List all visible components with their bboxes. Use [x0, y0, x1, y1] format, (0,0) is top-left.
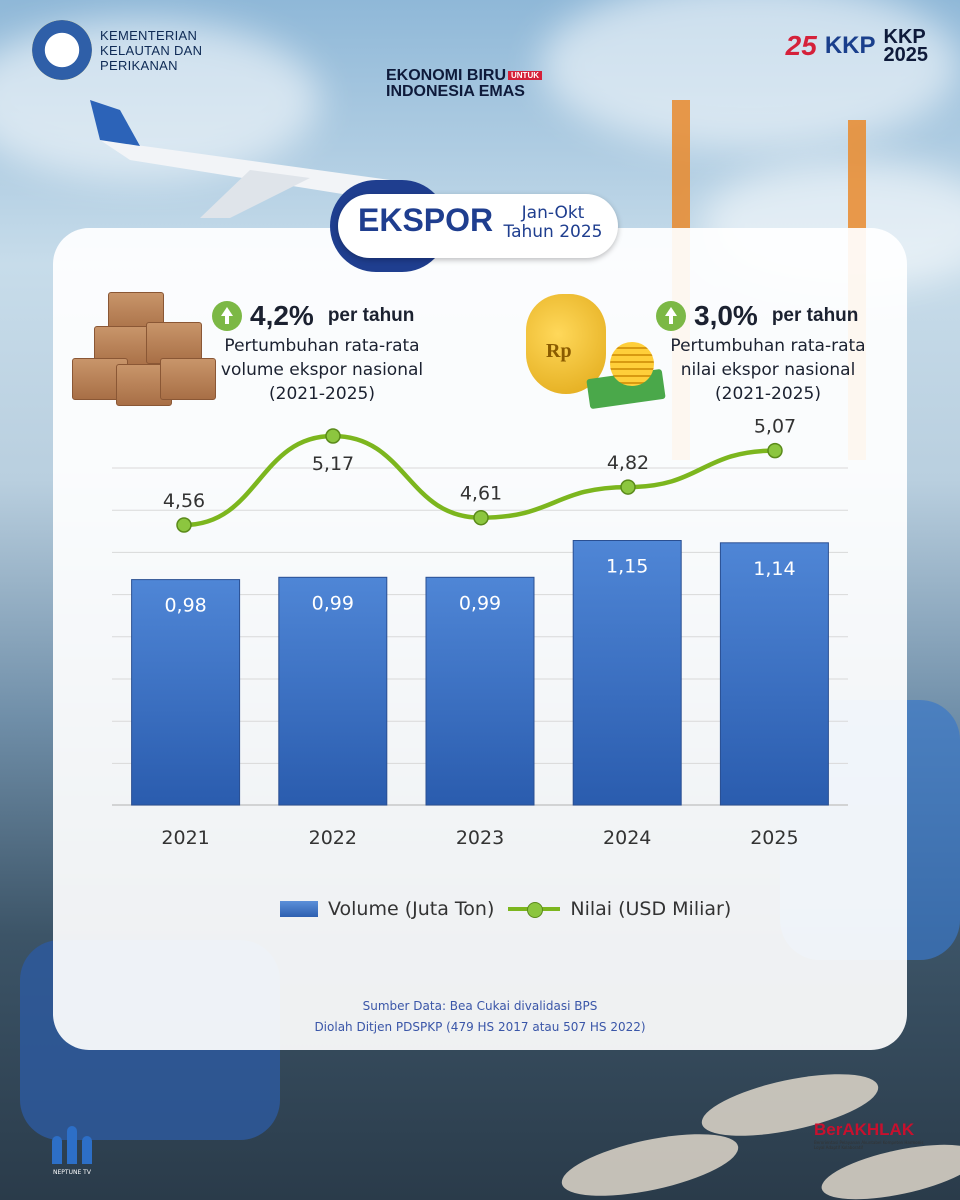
value-growth-percent: 3,0% — [694, 300, 758, 331]
volume-bar-label: 1,15 — [606, 556, 648, 578]
volume-bar — [131, 579, 241, 806]
data-source-note: Sumber Data: Bea Cukai divalidasi BPS Di… — [53, 996, 907, 1038]
ministry-logo: KEMENTERIAN KELAUTAN DAN PERIKANAN — [32, 20, 202, 80]
ministry-name: KEMENTERIAN KELAUTAN DAN PERIKANAN — [100, 28, 202, 73]
volume-bar-label: 0,98 — [164, 595, 206, 617]
value-point — [620, 479, 636, 495]
volume-growth-description: Pertumbuhan rata-rata volume ekspor nasi… — [212, 334, 432, 406]
volume-bar-label: 0,99 — [312, 592, 354, 614]
kkp-2025-mark: KKP 2025 — [883, 26, 929, 66]
value-line — [176, 428, 783, 533]
value-point — [767, 442, 783, 459]
ekspor-badge: EKSPOR Jan-Okt Tahun 2025 — [330, 180, 620, 272]
volume-bar-label: 0,99 — [459, 592, 501, 614]
arrow-up-icon — [212, 301, 242, 331]
legend-bar-label: Volume (Juta Ton) — [328, 898, 495, 920]
berakhlak-logo: BerAKHLAK Berorientasi Pelayanan Akuntab… — [814, 1120, 934, 1150]
desc-line: Pertumbuhan rata-rata — [224, 336, 420, 356]
value-point-label: 4,61 — [460, 483, 502, 505]
badge-title: EKSPOR — [358, 202, 494, 238]
coin-stack-icon — [610, 342, 654, 386]
ministry-emblem-icon — [32, 20, 92, 80]
desc-line: (2021-2025) — [269, 384, 375, 404]
kkp-2025-top: KKP — [883, 26, 926, 48]
rupiah-symbol: Rp — [546, 340, 572, 362]
chart-labels: 0,98 2021 0,99 2022 0,99 2023 1,15 2024 1,14 2025… — [161, 416, 798, 849]
neptune-tv-logo: NEPTUNE TV — [46, 1106, 98, 1176]
x-tick-label: 2022 — [309, 827, 357, 849]
volume-bar-label: 1,14 — [753, 558, 795, 580]
volume-growth-stat: 4,2% per tahun Pertumbuhan rata-rata vol… — [212, 300, 432, 406]
value-point-label: 4,82 — [607, 452, 649, 474]
money-bag-icon: Rp — [526, 286, 666, 416]
legend-line-swatch — [508, 899, 561, 919]
x-tick-label: 2021 — [161, 827, 209, 849]
volume-growth-percent: 4,2% — [250, 300, 314, 331]
volume-growth-unit: per tahun — [327, 305, 415, 326]
x-tick-label: 2024 — [603, 827, 651, 849]
ministry-name-line: KEMENTERIAN — [100, 27, 198, 43]
berakhlak-subtitle: Berorientasi Pelayanan Akuntabel Kompete… — [814, 1140, 924, 1150]
badge-period-line1: Jan-Okt — [521, 203, 585, 223]
neptune-tv-name: NEPTUNE TV — [53, 1169, 91, 1176]
value-line-path — [183, 433, 776, 528]
arrow-up-icon — [656, 301, 686, 331]
value-point — [473, 509, 489, 526]
legend-bar-swatch — [280, 901, 318, 917]
chart-legend: Volume (Juta Ton) Nilai (USD Miliar) — [280, 898, 731, 920]
desc-line: (2021-2025) — [715, 384, 821, 404]
source-line2: Diolah Ditjen PDSPKP (479 HS 2017 atau 5… — [314, 1020, 646, 1034]
berakhlak-title: BerAKHLAK — [814, 1120, 915, 1139]
ministry-name-line: KELAUTAN DAN — [100, 42, 203, 58]
tagline-line1: EKONOMI BIRU — [386, 67, 506, 84]
tagline-line2: INDONESIA EMAS — [386, 83, 525, 100]
kkp-2025-bottom: 2025 — [883, 44, 929, 66]
volume-bar — [719, 542, 829, 806]
source-line1: Sumber Data: Bea Cukai divalidasi BPS — [362, 999, 598, 1013]
x-tick-label: 2023 — [456, 827, 504, 849]
x-tick-label: 2025 — [750, 827, 798, 849]
volume-bar — [572, 540, 682, 806]
kkp-25-mark: 25 — [785, 30, 817, 61]
volume-bar — [278, 576, 388, 806]
legend-line-label: Nilai (USD Miliar) — [570, 898, 732, 920]
value-point-label: 5,17 — [312, 453, 354, 475]
volume-bars — [131, 540, 829, 806]
badge-period-line2: Tahun 2025 — [503, 222, 603, 242]
desc-line: Pertumbuhan rata-rata — [670, 336, 866, 356]
desc-line: nilai ekspor nasional — [680, 360, 856, 380]
kkp-wordmark: KKP — [824, 32, 876, 59]
ekonomi-biru-tagline: EKONOMI BIRU UNTUK INDONESIA EMAS — [386, 68, 542, 100]
ministry-name-line: PERIKANAN — [100, 57, 178, 73]
value-point — [176, 517, 192, 533]
tagline-untuk: UNTUK — [508, 71, 542, 80]
cardboard-boxes-icon — [72, 292, 216, 412]
badge-body — [338, 194, 618, 258]
volume-bar — [425, 576, 535, 806]
value-growth-unit: per tahun — [771, 305, 859, 326]
value-growth-description: Pertumbuhan rata-rata nilai ekspor nasio… — [656, 334, 880, 406]
value-point-label: 5,07 — [754, 416, 796, 438]
badge-period: Jan-Okt Tahun 2025 — [494, 204, 612, 242]
kkp-anniversary-logo: 25 KKP KKP 2025 — [785, 26, 929, 66]
value-point-label: 4,56 — [163, 490, 205, 512]
value-point — [325, 428, 341, 444]
value-growth-stat: 3,0% per tahun Pertumbuhan rata-rata nil… — [656, 300, 880, 406]
desc-line: volume ekspor nasional — [220, 360, 424, 380]
